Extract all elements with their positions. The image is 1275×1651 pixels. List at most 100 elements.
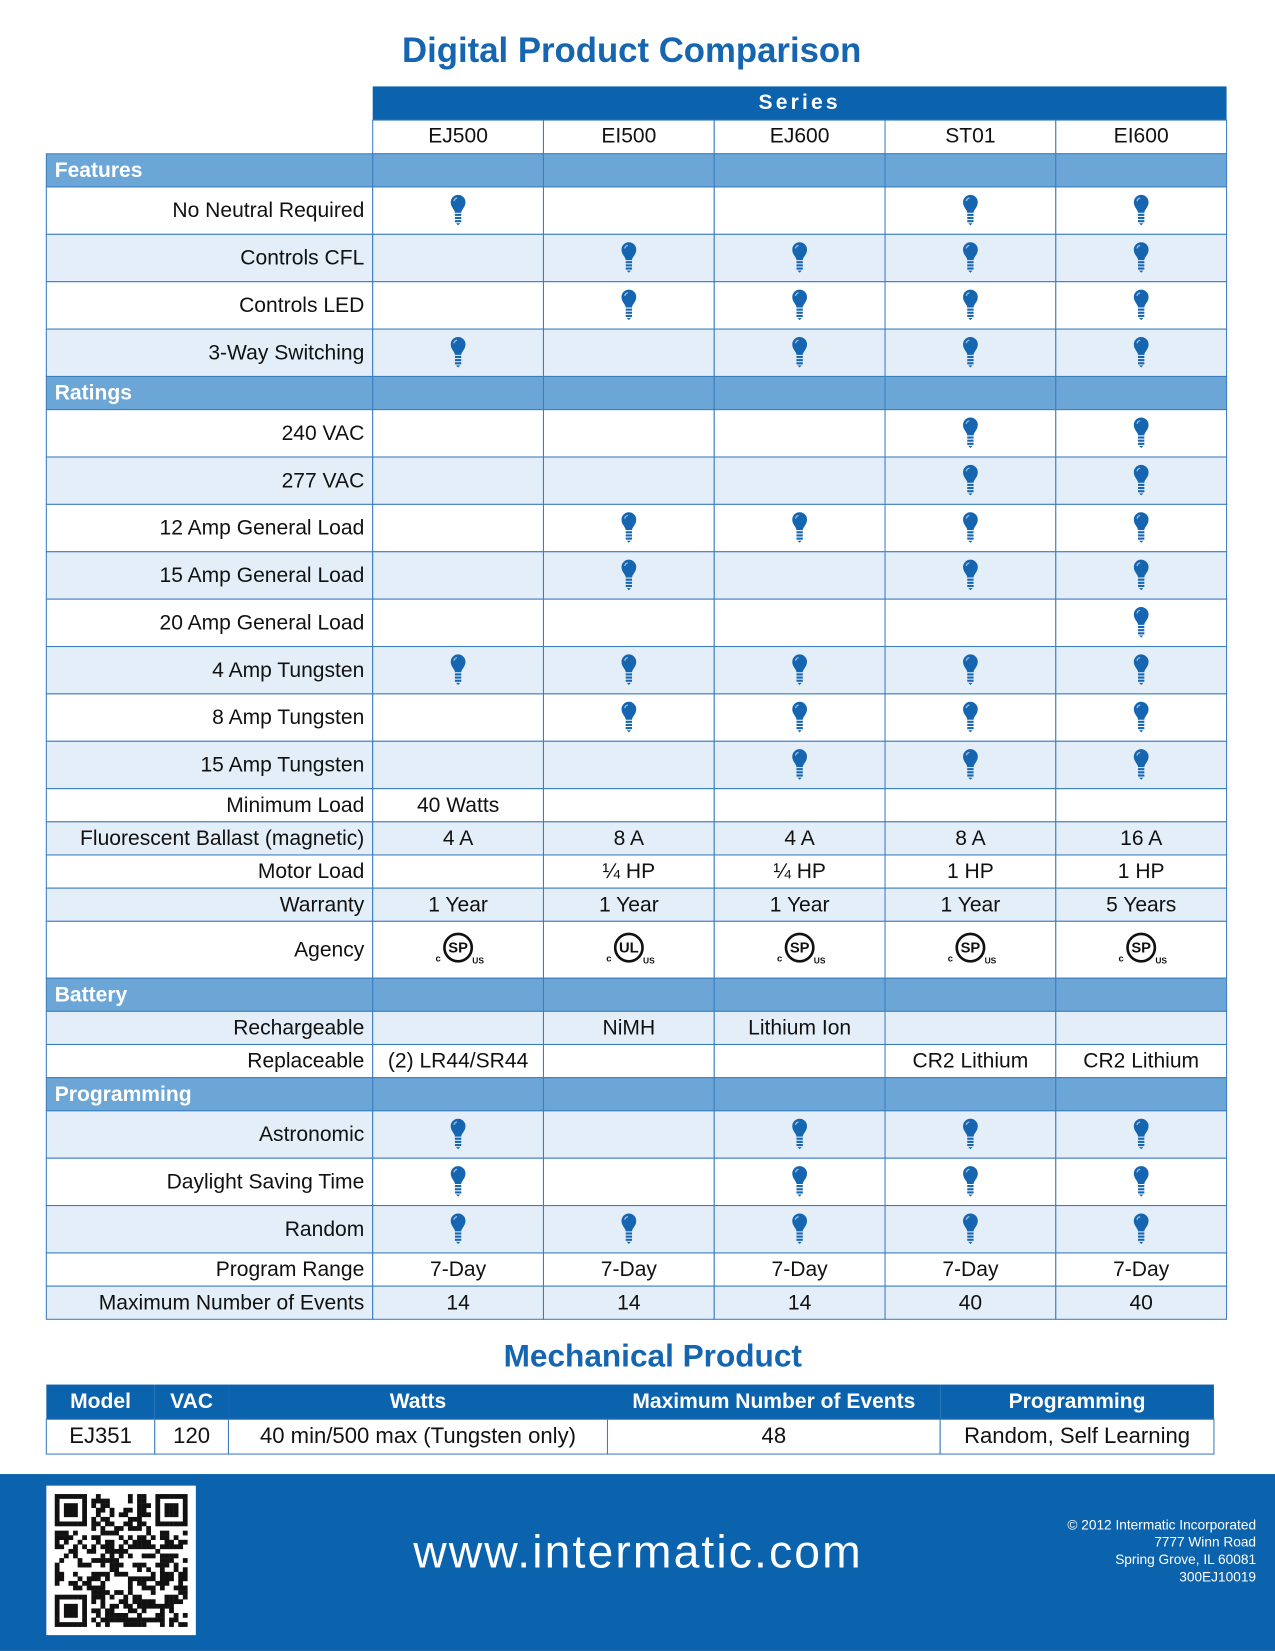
bulb-icon [792,749,808,780]
table-cell [372,693,545,742]
bulb-base [967,537,974,540]
cell-text: ¼ HP [603,860,656,883]
qr-module [73,1544,78,1550]
bulb-shine [965,339,970,344]
bulb-base [1138,314,1145,317]
mech-header-cell [940,1384,1214,1420]
bulb-base [625,720,633,723]
bulb-tip [968,682,973,685]
qr-module [182,1507,188,1513]
qr-module [73,1580,78,1586]
qr-module [91,1585,97,1591]
bulb-base [967,774,974,777]
qr-module [141,1494,147,1499]
qr-module [105,1498,110,1504]
bulb-base [967,220,974,223]
row-label: Controls CFL [240,247,364,270]
qr-module [182,1494,188,1499]
bulb-shine [1136,1121,1141,1126]
qr-module [146,1585,152,1591]
bulb-base [796,723,803,727]
qr-module [146,1599,152,1605]
qr-module [150,1590,156,1595]
column-header-cell [372,119,545,155]
bulb-base [967,1191,974,1194]
cell-text: CR2 Lithium [913,1050,1029,1073]
cell-text: ¼ HP [773,860,826,883]
row-label: 12 Amp General Load [160,517,365,540]
qr-module [182,1498,188,1504]
qr-module [164,1580,170,1586]
bulb-tip [1139,1147,1144,1150]
logo-mark: SP [790,941,810,957]
row-label: 15 Amp General Load [160,564,365,587]
bulb-icon [963,512,978,543]
qr-module [109,1608,115,1614]
mech-cell [154,1418,229,1455]
qr-module [182,1503,188,1508]
qr-module [114,1526,120,1531]
bulb-icon [450,336,466,368]
bulb-base [967,314,974,317]
qr-module [82,1535,87,1541]
bulb-base [1138,267,1145,270]
qr-module [137,1539,142,1545]
bulb-tip [455,1194,461,1197]
qr-module [182,1622,188,1627]
bulb-tip [968,270,973,273]
table-cell [713,1252,886,1287]
bulb-base [967,1188,974,1191]
bulb-base [967,771,974,774]
bulb-base [967,1235,974,1238]
bulb-shine [794,292,799,297]
bulb-base [967,584,974,588]
bulb-tip [455,1147,461,1150]
qr-module [118,1571,124,1577]
qr-module [141,1512,147,1518]
bulb-shine [965,244,970,249]
bulb-icon [1133,607,1149,638]
qr-module [54,1622,60,1627]
qr-module [109,1512,115,1518]
bulb-base [967,679,974,682]
table-cell [713,551,886,600]
bulb-base [625,314,633,317]
qr-module [91,1498,97,1504]
qr-module [169,1594,174,1600]
bulb-shine [1136,467,1141,472]
bulb-base [796,355,803,359]
mech-cell [227,1418,609,1455]
row-label: Agency [294,938,365,961]
qr-module [173,1512,179,1518]
qr-module [91,1590,97,1595]
row-label-cell [45,281,374,330]
qr-module [63,1622,69,1627]
logo-suffix: US [472,956,484,966]
qr-module [73,1594,78,1600]
qr-module [182,1530,188,1536]
logo-ring [613,932,644,963]
qr-module [77,1558,83,1563]
section-header-cell [542,977,715,1012]
logo-prefix: c [435,954,440,965]
bulb-tip [797,540,802,543]
mech-header: VAC [170,1390,213,1413]
qr-module [82,1608,87,1614]
bulb-base [1138,578,1145,581]
qr-module [123,1622,129,1627]
mech-cell-text: 120 [173,1423,210,1448]
qr-module [100,1594,106,1600]
bulb-icon [792,289,808,321]
qr-module [146,1603,152,1609]
qr-module [159,1585,165,1591]
qr-module [77,1585,83,1591]
row-label: 4 Amp Tungsten [212,659,364,682]
qr-module [159,1535,165,1541]
bulb-shine [1136,751,1141,756]
bulb-icon [621,701,637,733]
table-cell [542,1285,715,1320]
bulb-base [454,673,462,676]
qr-module [54,1494,60,1499]
logo-ring [1126,932,1157,963]
bulb-base [1138,673,1145,676]
